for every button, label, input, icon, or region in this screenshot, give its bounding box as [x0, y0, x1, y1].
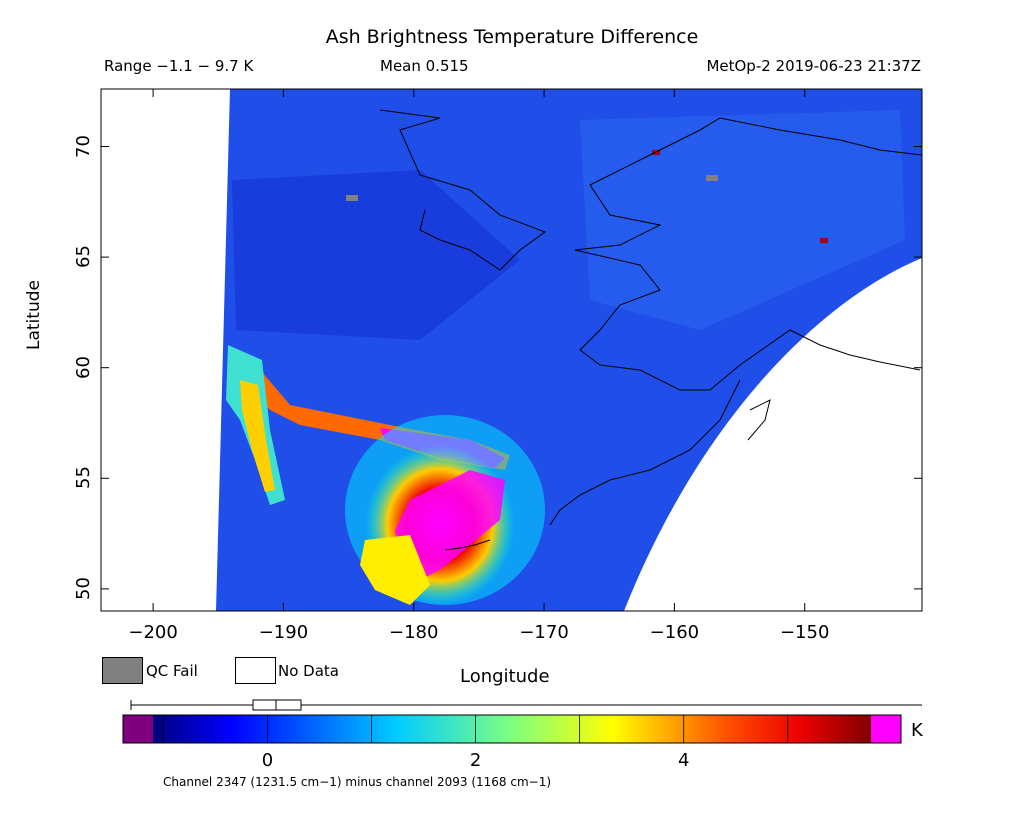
colorbar-under-swatch	[123, 715, 153, 743]
plot-frame	[100, 88, 923, 612]
ash-plume-south	[360, 535, 430, 605]
colorbar-tick-label: 4	[677, 750, 690, 771]
no-data-label: No Data	[278, 662, 339, 680]
colorbar-tick-lines	[163, 715, 789, 743]
colorbar-slider-handle[interactable]	[252, 699, 302, 711]
x-tick-label: −170	[519, 622, 569, 643]
x-tick-label: −160	[649, 622, 700, 643]
colorbar-tick-label: 2	[469, 750, 482, 771]
ash-plume-core	[395, 470, 505, 580]
range-readout: Range −1.1 − 9.7 K	[104, 57, 254, 75]
colorbar-frame	[122, 714, 902, 744]
colorbar-footnote: Channel 2347 (1231.5 cm−1) minus channel…	[163, 775, 552, 789]
x-tick-label: −190	[258, 622, 309, 643]
swath-light-region	[580, 110, 905, 330]
chart-title: Ash Brightness Temperature Difference	[325, 26, 699, 48]
qc-fail-pixel	[346, 195, 358, 201]
y-tick-label: 65	[72, 245, 94, 269]
y-tick-marks	[101, 146, 922, 590]
x-tick-label: −200	[128, 622, 178, 643]
x-tick-label: −180	[389, 622, 439, 643]
y-tick-label: 70	[72, 134, 94, 158]
y-tick-label: 60	[72, 355, 94, 379]
y-axis-label: Latitude	[24, 280, 44, 350]
satellite-timestamp: MetOp-2 2019-06-23 21:37Z	[706, 57, 921, 75]
colorbar-tick-label: 0	[261, 750, 274, 771]
coastline-islands	[444, 399, 771, 551]
colorbar-gradient	[153, 715, 871, 743]
mean-readout: Mean 0.515	[380, 57, 469, 75]
data-swath	[216, 89, 922, 611]
no-data-swatch	[235, 657, 276, 684]
qc-fail-label: QC Fail	[146, 662, 198, 680]
coastline-alaska	[574, 117, 922, 391]
y-tick-label: 55	[72, 466, 94, 490]
swath-dark-region	[232, 170, 520, 340]
coastline-peninsula	[549, 379, 741, 526]
qc-fail-swatch	[102, 657, 143, 684]
x-tick-marks	[152, 89, 806, 611]
colorbar-unit: K	[911, 720, 923, 741]
ash-trail-west-core	[240, 380, 275, 492]
colorbar-over-swatch	[871, 715, 901, 743]
x-tick-label: −150	[779, 622, 830, 643]
coastline-chukotka	[379, 109, 547, 271]
y-tick-label: 50	[72, 576, 94, 600]
x-axis-label: Longitude	[460, 666, 550, 687]
qc-fail-pixel	[706, 175, 718, 181]
bad-pixel	[820, 238, 828, 243]
